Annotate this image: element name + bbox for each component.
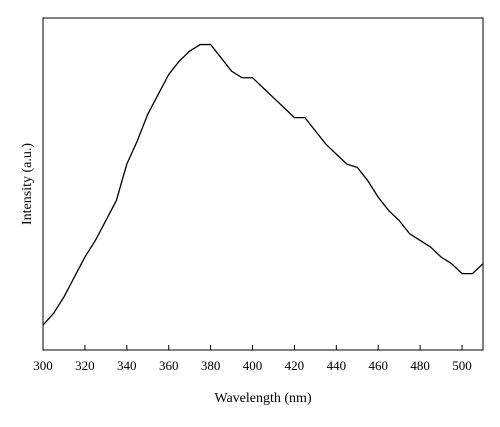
y-axis-label: Intensity (a.u.) [20, 143, 35, 225]
x-tick-label: 320 [75, 358, 95, 373]
data-line [42, 43, 484, 326]
x-axis-label: Wavelength (nm) [214, 391, 312, 406]
x-tick-label: 440 [327, 358, 347, 373]
x-tick-label: 340 [117, 358, 137, 373]
plot-frame [42, 17, 484, 351]
x-tick-label: 460 [368, 358, 388, 373]
x-tick-label: 500 [452, 358, 472, 373]
x-tick-label: 380 [201, 358, 221, 373]
x-tick-label: 480 [410, 358, 430, 373]
x-tick-label: 300 [33, 358, 53, 373]
x-tick-label: 420 [285, 358, 305, 373]
x-tick-label: 400 [243, 358, 263, 373]
x-tick-label: 360 [159, 358, 179, 373]
